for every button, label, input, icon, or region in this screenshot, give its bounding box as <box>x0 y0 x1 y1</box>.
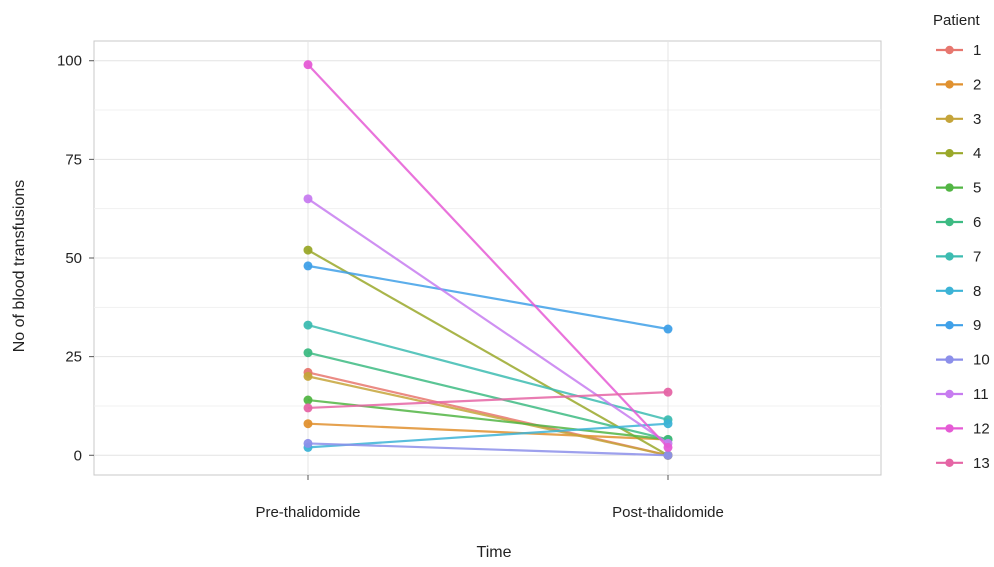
series-line <box>307 375 669 457</box>
legend-item-3: 3 <box>936 111 981 128</box>
legend-label: 10 <box>973 352 990 369</box>
legend-key-point <box>945 45 954 55</box>
series-line <box>307 197 669 445</box>
legend-item-1: 1 <box>936 42 981 59</box>
legend-key-point <box>945 321 954 330</box>
legend-item-12: 12 <box>936 420 990 437</box>
legend-label: 7 <box>973 248 981 265</box>
data-point <box>303 403 313 413</box>
series-line <box>307 264 669 331</box>
series-line <box>307 422 669 449</box>
data-point <box>303 348 313 358</box>
legend-key-point <box>945 252 954 261</box>
series-patient-12 <box>303 60 673 452</box>
data-point <box>303 261 313 271</box>
legend-key-point <box>945 149 954 158</box>
series-line <box>307 63 669 449</box>
legend-item-13: 13 <box>936 455 990 472</box>
legend-item-6: 6 <box>936 214 981 231</box>
legend-label: 9 <box>973 317 981 334</box>
data-point <box>303 438 313 448</box>
data-point <box>303 419 313 429</box>
x-axis-title: Time <box>477 544 512 561</box>
legend-label: 8 <box>973 283 981 300</box>
series-line <box>307 442 669 457</box>
legend-label: 6 <box>973 214 981 231</box>
data-point <box>303 395 313 405</box>
y-tick-label: 100 <box>57 53 82 70</box>
data-point <box>663 324 673 334</box>
x-tick-label: Post-thalidomide <box>612 504 724 521</box>
data-point <box>303 320 313 330</box>
legend-label: 4 <box>973 145 981 162</box>
y-axis-title: No of blood transfusions <box>11 180 28 353</box>
series-patient-11 <box>303 194 673 448</box>
series-line <box>307 391 669 410</box>
y-tick-label: 25 <box>65 349 82 366</box>
series-patient-9 <box>303 261 673 334</box>
data-point <box>663 450 673 460</box>
y-tick-label: 75 <box>65 151 82 168</box>
data-point <box>303 60 313 70</box>
legend-item-4: 4 <box>936 145 981 162</box>
data-point <box>303 194 313 204</box>
series-line <box>307 422 669 441</box>
legend-key-point <box>945 389 954 399</box>
legend-key-point <box>945 80 954 89</box>
legend-item-2: 2 <box>936 76 981 93</box>
x-tick-label: Pre-thalidomide <box>255 504 360 521</box>
legend-item-11: 11 <box>936 386 989 403</box>
legend-label: 12 <box>973 420 990 437</box>
y-tick-label: 50 <box>65 250 82 267</box>
legend-key-point <box>945 114 954 124</box>
series-line <box>307 249 669 457</box>
legend-item-7: 7 <box>936 248 981 265</box>
legend-label: 5 <box>973 180 981 197</box>
y-tick-label: 0 <box>74 447 82 464</box>
legend-title: Patient <box>933 12 981 29</box>
series-layer <box>303 60 673 460</box>
data-point <box>663 387 673 397</box>
legend-item-9: 9 <box>936 317 981 334</box>
legend-key-point <box>945 458 954 467</box>
legend-label: 2 <box>973 76 981 93</box>
legend-item-10: 10 <box>936 352 990 369</box>
series-line <box>307 398 669 441</box>
legend-key-point <box>945 286 954 295</box>
series-line <box>307 351 669 441</box>
data-point <box>303 245 313 255</box>
legend-key-point <box>945 424 954 433</box>
legend-key-point <box>945 217 954 227</box>
series-patient-10 <box>303 438 673 460</box>
legend-label: 13 <box>973 455 990 472</box>
grid-layer <box>94 41 881 475</box>
legend-item-5: 5 <box>936 180 981 197</box>
legend-label: 1 <box>973 42 981 59</box>
legend-item-8: 8 <box>936 283 981 300</box>
legend-label: 3 <box>973 111 981 128</box>
axis-layer: 0 25 50 75 100 Pre-thalidomide Post-thalidomid… <box>57 53 724 521</box>
series-patient-13 <box>303 387 673 413</box>
data-point <box>303 371 313 381</box>
legend-key-point <box>945 355 954 364</box>
data-point <box>663 419 673 429</box>
legend-label: 11 <box>973 386 989 403</box>
legend-key-point <box>945 183 954 192</box>
data-point <box>663 442 673 452</box>
